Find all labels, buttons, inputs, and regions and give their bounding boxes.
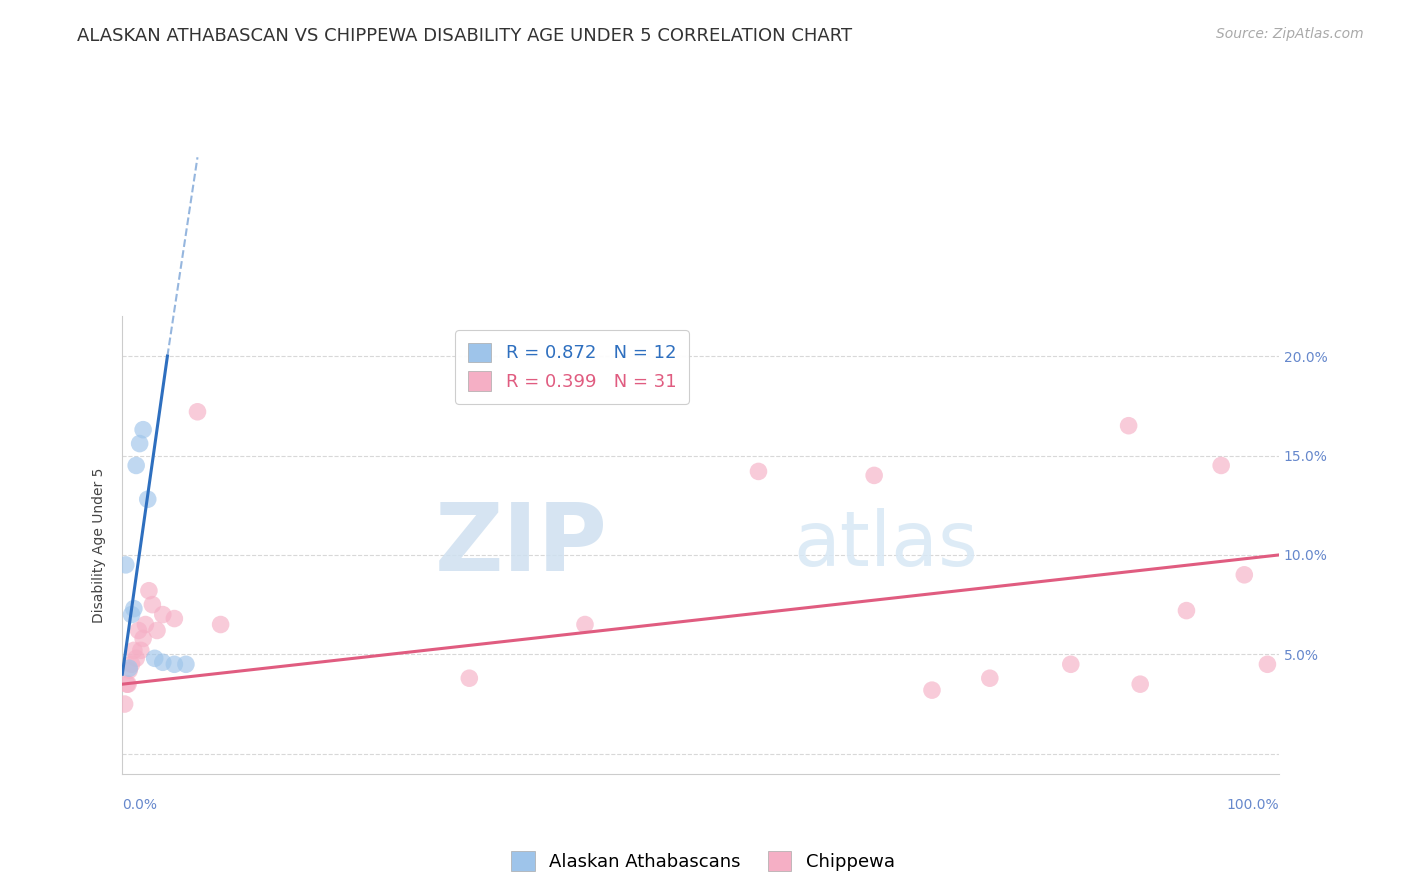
- Point: [134, 617, 156, 632]
- Point: [979, 671, 1001, 685]
- Text: 0.0%: 0.0%: [122, 797, 157, 812]
- Y-axis label: Disability Age Under 5: Disability Age Under 5: [93, 467, 107, 623]
- Point: [117, 677, 139, 691]
- Point: [132, 423, 155, 437]
- Point: [146, 624, 169, 638]
- Point: [1129, 677, 1152, 691]
- Point: [125, 651, 148, 665]
- Point: [114, 558, 136, 572]
- Point: [1233, 567, 1256, 582]
- Point: [921, 683, 943, 698]
- Point: [152, 655, 174, 669]
- Text: 100.0%: 100.0%: [1226, 797, 1279, 812]
- Legend: Alaskan Athabascans, Chippewa: Alaskan Athabascans, Chippewa: [505, 844, 901, 879]
- Point: [128, 436, 150, 450]
- Legend: R = 0.872   N = 12, R = 0.399   N = 31: R = 0.872 N = 12, R = 0.399 N = 31: [456, 330, 689, 404]
- Point: [863, 468, 886, 483]
- Text: ZIP: ZIP: [436, 499, 609, 591]
- Text: Source: ZipAtlas.com: Source: ZipAtlas.com: [1216, 27, 1364, 41]
- Point: [115, 677, 138, 691]
- Point: [574, 617, 596, 632]
- Point: [1060, 657, 1083, 672]
- Point: [122, 601, 145, 615]
- Point: [458, 671, 481, 685]
- Point: [1211, 458, 1233, 473]
- Point: [128, 624, 150, 638]
- Point: [125, 458, 148, 473]
- Point: [138, 583, 160, 598]
- Point: [152, 607, 174, 622]
- Point: [747, 465, 769, 479]
- Point: [118, 663, 141, 677]
- Point: [114, 697, 136, 711]
- Text: atlas: atlas: [793, 508, 979, 582]
- Point: [121, 607, 143, 622]
- Text: ALASKAN ATHABASCAN VS CHIPPEWA DISABILITY AGE UNDER 5 CORRELATION CHART: ALASKAN ATHABASCAN VS CHIPPEWA DISABILIT…: [77, 27, 852, 45]
- Point: [1175, 604, 1198, 618]
- Point: [118, 661, 141, 675]
- Point: [122, 643, 145, 657]
- Point: [163, 611, 186, 625]
- Point: [121, 657, 143, 672]
- Point: [186, 405, 208, 419]
- Point: [174, 657, 197, 672]
- Point: [1118, 418, 1140, 433]
- Point: [209, 617, 232, 632]
- Point: [143, 651, 166, 665]
- Point: [132, 632, 155, 646]
- Point: [129, 643, 152, 657]
- Point: [141, 598, 163, 612]
- Point: [1256, 657, 1278, 672]
- Point: [136, 492, 159, 507]
- Point: [163, 657, 186, 672]
